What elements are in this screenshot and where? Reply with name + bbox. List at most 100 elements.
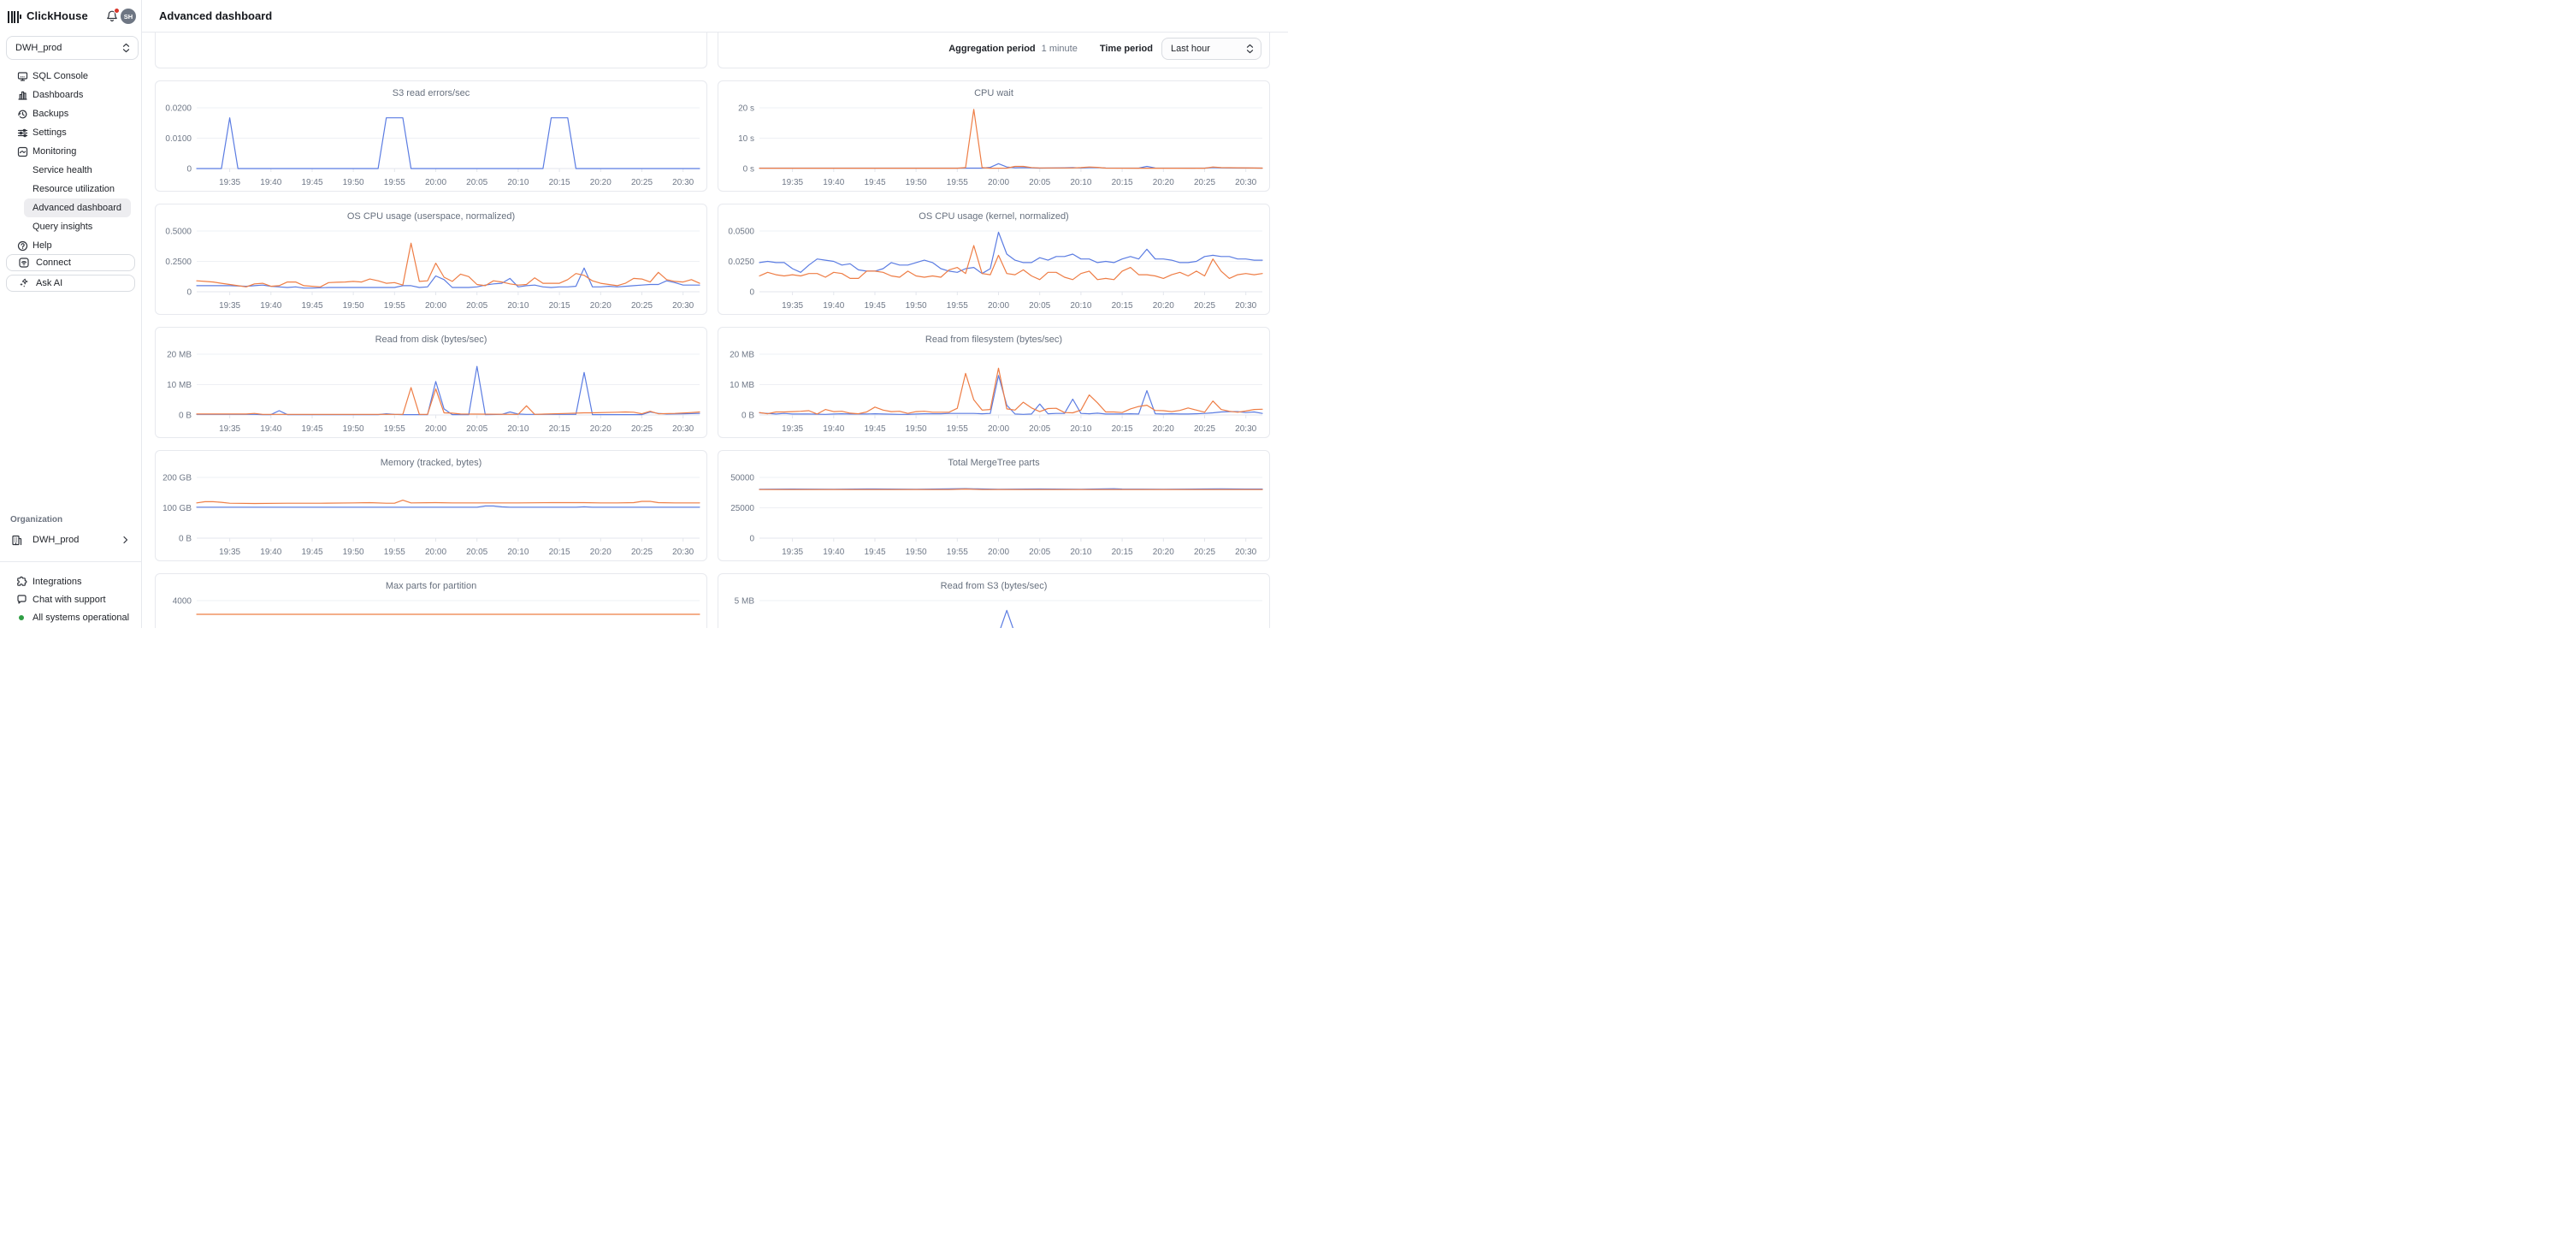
series-line-orange — [196, 499, 700, 505]
chart-title: Total MergeTree parts — [948, 458, 1040, 468]
chart-card-total-mergetree-parts: 50000 25000 0 19:35 19:40 19:45 19:50 19:55 20:0… — [718, 450, 1270, 561]
sidebar-item-query-insights[interactable]: Query insights — [0, 217, 141, 236]
connect-button-label: Connect — [36, 258, 71, 268]
sidebar-item-service-health[interactable]: Service health — [0, 161, 141, 180]
y-tick-label: 0 B — [179, 535, 192, 544]
app-name[interactable]: ClickHouse — [27, 9, 88, 22]
x-tick-label: 19:55 — [384, 301, 405, 311]
x-tick-label: 19:50 — [343, 301, 364, 311]
y-tick-label: 0.0100 — [165, 134, 192, 144]
sidebar-item-resource-utilization[interactable]: Resource utilization — [0, 180, 141, 198]
y-tick-label: 0 — [186, 288, 192, 298]
partial-chart-card — [155, 33, 707, 68]
x-tick-label: 19:55 — [384, 548, 405, 557]
series-line-blue — [759, 231, 1263, 275]
x-tick-label: 19:40 — [823, 301, 844, 311]
sidebar-item-help[interactable]: Help — [0, 236, 141, 255]
chart-plot: 20 MB 10 MB 0 B 19:35 19:40 19:45 19:50 19:55 20… — [167, 351, 700, 434]
x-tick-label: 20:10 — [1070, 424, 1091, 434]
x-tick-label: 20:30 — [1235, 178, 1256, 187]
x-tick-label: 20:00 — [425, 548, 446, 557]
x-tick-label: 20:00 — [988, 548, 1009, 557]
y-tick-label: 0.0250 — [728, 258, 754, 267]
x-tick-label: 20:30 — [672, 178, 694, 187]
x-tick-label: 20:30 — [672, 424, 694, 434]
y-tick-label: 10 MB — [167, 381, 192, 390]
sidebar-item-label: SQL Console — [32, 71, 89, 81]
time-period-select[interactable]: Last hour — [1161, 38, 1261, 60]
y-tick-label: 50000 — [730, 474, 754, 483]
x-tick-label: 19:35 — [219, 301, 240, 311]
x-tick-label: 19:35 — [219, 548, 240, 557]
ask-ai-button[interactable]: Ask AI — [6, 275, 135, 292]
x-tick-label: 20:20 — [1153, 548, 1174, 557]
x-tick-label: 19:50 — [906, 424, 927, 434]
sidebar-footer-label: Integrations — [32, 576, 82, 587]
aggregation-period-value[interactable]: 1 minute — [1041, 44, 1078, 54]
x-tick-label: 20:00 — [425, 301, 446, 311]
notification-dot — [114, 8, 120, 14]
chart-plot: 20 MB 10 MB 0 B 19:35 19:40 19:45 19:50 19:55 20… — [730, 351, 1263, 434]
x-tick-label: 19:40 — [260, 301, 281, 311]
x-tick-label: 20:25 — [1194, 548, 1215, 557]
sidebar-item-dashboards[interactable]: Dashboards — [0, 86, 141, 104]
y-tick-label: 5 MB — [735, 597, 755, 607]
x-tick-label: 20:10 — [1070, 178, 1091, 187]
x-tick-label: 20:25 — [631, 424, 653, 434]
page-title: Advanced dashboard — [159, 9, 273, 22]
x-tick-label: 20:15 — [1112, 424, 1133, 434]
sidebar-item-sql-console[interactable]: SQL Console — [0, 67, 141, 86]
y-tick-label: 2.5 MB — [727, 627, 754, 628]
chart-card-s3-read-errors-sec: 0.0200 0.0100 0 19:35 19:40 19:45 19:50 19:55 20… — [155, 80, 707, 192]
x-tick-label: 20:05 — [1029, 548, 1050, 557]
x-tick-label: 19:55 — [947, 424, 968, 434]
chart-plot: 20 s 10 s 0 s 19:35 19:40 19:45 19:50 19:55 20:0… — [738, 104, 1263, 187]
chart-plot: 0.0200 0.0100 0 19:35 19:40 19:45 19:50 19:55 20… — [165, 104, 700, 187]
chart-plot: 50000 25000 0 19:35 19:40 19:45 19:50 19:55 20:0… — [730, 474, 1263, 557]
organization-name: DWH_prod — [32, 535, 80, 545]
sidebar-item-label: Backups — [32, 109, 69, 119]
x-tick-label: 20:10 — [1070, 301, 1091, 311]
top-bar: Advanced dashboard — [142, 0, 1288, 33]
organization-item[interactable]: DWH_prod — [0, 530, 141, 549]
chevron-up-down-icon — [1246, 44, 1254, 54]
x-tick-label: 20:00 — [988, 178, 1009, 187]
y-tick-label: 0 B — [179, 412, 192, 421]
x-tick-label: 19:50 — [906, 178, 927, 187]
x-tick-label: 19:50 — [906, 301, 927, 311]
clickhouse-logo-icon[interactable] — [8, 10, 22, 23]
sidebar-item-backups[interactable]: Backups — [0, 104, 141, 123]
sidebar-item-advanced-dashboard[interactable]: Advanced dashboard — [24, 198, 131, 217]
main-content: Advanced dashboard Aggregation period 1 … — [142, 0, 1288, 628]
sidebar-item-label: Resource utilization — [32, 184, 115, 194]
sidebar-item-monitoring[interactable]: Monitoring — [0, 142, 141, 161]
chart-card-cpu-wait: 20 s 10 s 0 s 19:35 19:40 19:45 19:50 19:55 20:0… — [718, 80, 1270, 192]
chart-card-read-from-disk-bytes-sec: 20 MB 10 MB 0 B 19:35 19:40 19:45 19:50 19:55 20… — [155, 327, 707, 438]
chart-plot: 0.0500 0.0250 0 19:35 19:40 19:45 19:50 19:55 20… — [728, 228, 1263, 311]
x-tick-label: 20:00 — [988, 301, 1009, 311]
service-selector[interactable]: DWH_prod — [6, 36, 139, 60]
x-tick-label: 20:20 — [1153, 424, 1174, 434]
x-tick-label: 20:30 — [672, 548, 694, 557]
y-tick-label: 0 — [749, 288, 754, 298]
sidebar-item-label: Service health — [32, 165, 92, 175]
sidebar-footer-item-chat-with-support[interactable]: Chat with support — [0, 590, 141, 608]
sidebar-bottom: Organization DWH_prod Integrations Chat w… — [0, 510, 141, 626]
organization-section-label: Organization — [10, 515, 63, 524]
sidebar-footer-item-all-systems-operational[interactable]: All systems operational — [0, 608, 141, 626]
x-tick-label: 20:20 — [590, 178, 612, 187]
chat-icon — [15, 594, 27, 606]
charts-grid: 0.0200 0.0100 0 19:35 19:40 19:45 19:50 19:55 20… — [142, 33, 1288, 628]
sidebar-item-settings[interactable]: Settings — [0, 123, 141, 142]
x-tick-label: 19:45 — [864, 424, 885, 434]
notifications-bell-icon[interactable] — [105, 8, 120, 23]
y-tick-label: 10 MB — [730, 381, 754, 390]
sidebar-item-label: Query insights — [32, 222, 93, 232]
x-tick-label: 19:55 — [947, 178, 968, 187]
y-tick-label: 2000 — [173, 627, 192, 628]
connect-button[interactable]: Connect — [6, 254, 135, 271]
sidebar-footer-item-integrations[interactable]: Integrations — [0, 572, 141, 590]
x-tick-label: 19:40 — [260, 424, 281, 434]
x-tick-label: 19:40 — [260, 548, 281, 557]
user-avatar[interactable]: SH — [121, 9, 136, 24]
